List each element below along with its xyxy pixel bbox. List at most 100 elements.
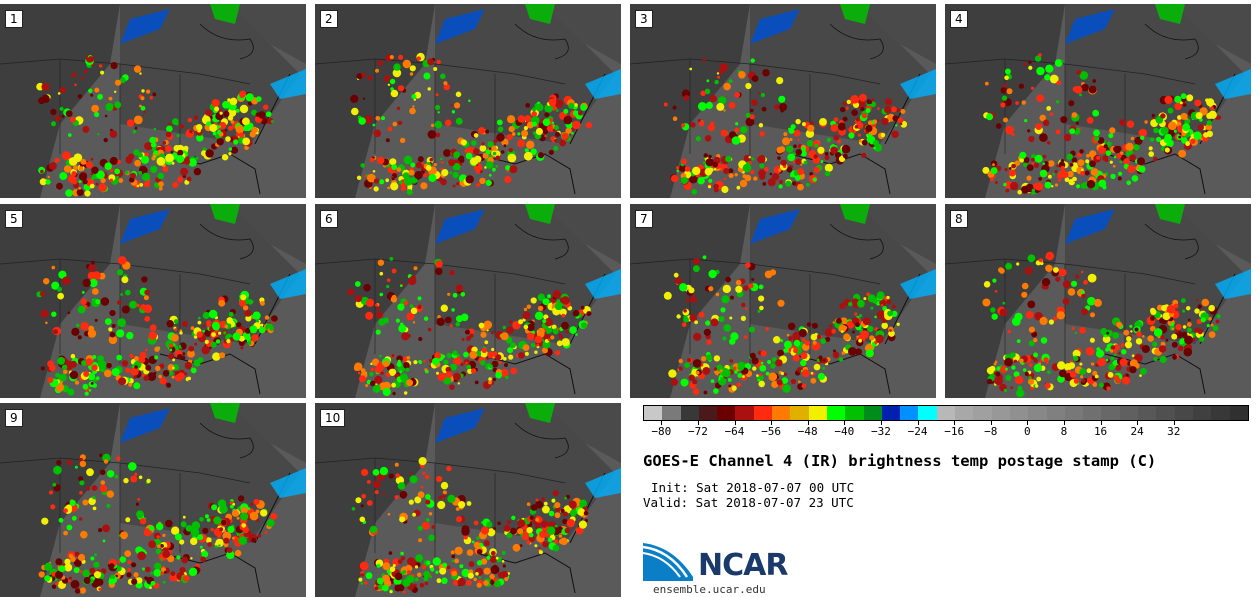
colorbar-tick bbox=[1100, 420, 1102, 425]
colorbar-swatch bbox=[808, 406, 827, 420]
colorbar-swatch bbox=[918, 406, 937, 420]
colorbar-swatch bbox=[1046, 406, 1065, 420]
ncar-logo-text: NCAR bbox=[698, 548, 788, 583]
panel-number: 8 bbox=[950, 210, 968, 228]
colorbar-tick bbox=[880, 420, 882, 425]
site-url: ensemble.ucar.edu bbox=[653, 583, 766, 596]
colorbar-swatch bbox=[644, 406, 663, 420]
valid-time: Valid: Sat 2018-07-07 23 UTC bbox=[643, 495, 854, 510]
colorbar-swatch bbox=[1064, 406, 1084, 420]
colorbar-tick-label: −16 bbox=[944, 425, 965, 438]
ir-map bbox=[0, 204, 306, 398]
colorbar-swatch bbox=[1229, 406, 1248, 420]
colorbar-tick bbox=[1063, 420, 1065, 425]
colorbar-tick bbox=[734, 420, 736, 425]
panel-number: 3 bbox=[635, 10, 653, 28]
map-panel: 3 bbox=[630, 4, 936, 198]
colorbar-swatch bbox=[991, 406, 1010, 420]
colorbar-tick bbox=[844, 420, 846, 425]
colorbar-swatch bbox=[1119, 406, 1139, 420]
colorbar-swatch bbox=[1156, 406, 1175, 420]
panel-number: 4 bbox=[950, 10, 968, 28]
colorbar-swatch bbox=[845, 406, 864, 420]
colorbar-swatch bbox=[735, 406, 754, 420]
colorbar-swatch bbox=[1211, 406, 1230, 420]
colorbar-tick-label: −24 bbox=[907, 425, 928, 438]
ncar-logo-icon bbox=[643, 543, 693, 581]
colorbar-swatch bbox=[1174, 406, 1193, 420]
colorbar-swatch bbox=[772, 406, 791, 420]
colorbar-swatch bbox=[863, 406, 882, 420]
colorbar-tick-label: 16 bbox=[1093, 425, 1108, 438]
ir-map bbox=[315, 204, 621, 398]
colorbar-swatch bbox=[698, 406, 718, 420]
colorbar-tick-label: −48 bbox=[797, 425, 818, 438]
colorbar-tick-label: −72 bbox=[687, 425, 708, 438]
colorbar-tick bbox=[661, 420, 663, 425]
panel-number: 10 bbox=[320, 409, 346, 427]
colorbar bbox=[643, 405, 1249, 421]
colorbar-tick bbox=[990, 420, 992, 425]
figure-title: GOES-E Channel 4 (IR) brightness temp po… bbox=[643, 452, 1157, 470]
init-time: Init: Sat 2018-07-07 00 UTC bbox=[651, 480, 855, 495]
colorbar-tick-label: 32 bbox=[1167, 425, 1181, 438]
colorbar-tick-label: 0 bbox=[1024, 425, 1031, 438]
colorbar-tick-label: −80 bbox=[651, 425, 672, 438]
map-panel: 1 bbox=[0, 4, 306, 198]
map-panel: 10 bbox=[315, 403, 621, 597]
colorbar-tick bbox=[1027, 420, 1029, 425]
colorbar-swatch bbox=[936, 406, 956, 420]
colorbar-swatch bbox=[826, 406, 846, 420]
colorbar-swatch bbox=[1138, 406, 1157, 420]
panel-number: 1 bbox=[5, 10, 23, 28]
colorbar-swatch bbox=[753, 406, 773, 420]
ir-map bbox=[630, 204, 936, 398]
colorbar-swatch bbox=[1028, 406, 1047, 420]
colorbar-swatch bbox=[680, 406, 699, 420]
ir-map bbox=[315, 4, 621, 198]
map-panel: 5 bbox=[0, 204, 306, 398]
ir-map bbox=[0, 403, 306, 597]
map-panel: 2 bbox=[315, 4, 621, 198]
colorbar-swatch bbox=[900, 406, 919, 420]
ir-map bbox=[315, 403, 621, 597]
colorbar-swatch bbox=[1083, 406, 1102, 420]
colorbar-tick-label: 8 bbox=[1060, 425, 1068, 438]
colorbar-swatch bbox=[662, 406, 681, 420]
colorbar-swatch bbox=[1009, 406, 1029, 420]
panel-number: 5 bbox=[5, 210, 23, 228]
colorbar-swatch bbox=[881, 406, 901, 420]
panel-number: 9 bbox=[5, 409, 23, 427]
colorbar-tick bbox=[697, 420, 699, 425]
panel-number: 6 bbox=[320, 210, 338, 228]
colorbar-swatch bbox=[717, 406, 736, 420]
colorbar-tick bbox=[1173, 420, 1175, 425]
colorbar-tick-label: 24 bbox=[1130, 425, 1144, 438]
colorbar-tick bbox=[771, 420, 773, 425]
colorbar-tick-label: −56 bbox=[761, 425, 782, 438]
colorbar-tick bbox=[1137, 420, 1139, 425]
map-panel: 9 bbox=[0, 403, 306, 597]
colorbar-swatch bbox=[973, 406, 992, 420]
colorbar-tick bbox=[807, 420, 809, 425]
colorbar-tick-label: −64 bbox=[724, 425, 745, 438]
ir-map bbox=[630, 4, 936, 198]
ir-map bbox=[945, 4, 1251, 198]
panel-number: 2 bbox=[320, 10, 338, 28]
ir-map bbox=[0, 4, 306, 198]
colorbar-tick-label: −40 bbox=[834, 425, 855, 438]
colorbar-swatch bbox=[1101, 406, 1120, 420]
colorbar-tick-label: −32 bbox=[871, 425, 891, 438]
ir-map bbox=[945, 204, 1251, 398]
map-panel: 7 bbox=[630, 204, 936, 398]
colorbar-swatch bbox=[790, 406, 809, 420]
colorbar-tick bbox=[954, 420, 956, 425]
colorbar-swatch bbox=[1192, 406, 1212, 420]
colorbar-tick bbox=[917, 420, 919, 425]
map-panel: 6 bbox=[315, 204, 621, 398]
colorbar-tick-label: −8 bbox=[984, 425, 998, 438]
colorbar-swatch bbox=[955, 406, 974, 420]
panel-number: 7 bbox=[635, 210, 653, 228]
map-panel: 8 bbox=[945, 204, 1251, 398]
map-panel: 4 bbox=[945, 4, 1251, 198]
